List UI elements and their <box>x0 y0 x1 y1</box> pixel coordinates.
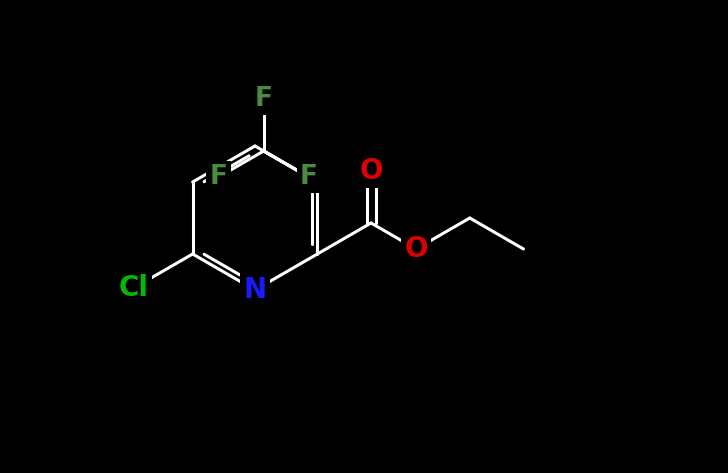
Text: F: F <box>210 164 228 190</box>
Text: O: O <box>360 157 383 185</box>
Text: F: F <box>255 86 273 112</box>
Text: F: F <box>300 164 317 190</box>
Text: N: N <box>243 276 266 304</box>
Text: Cl: Cl <box>119 274 149 302</box>
Text: O: O <box>404 235 428 263</box>
